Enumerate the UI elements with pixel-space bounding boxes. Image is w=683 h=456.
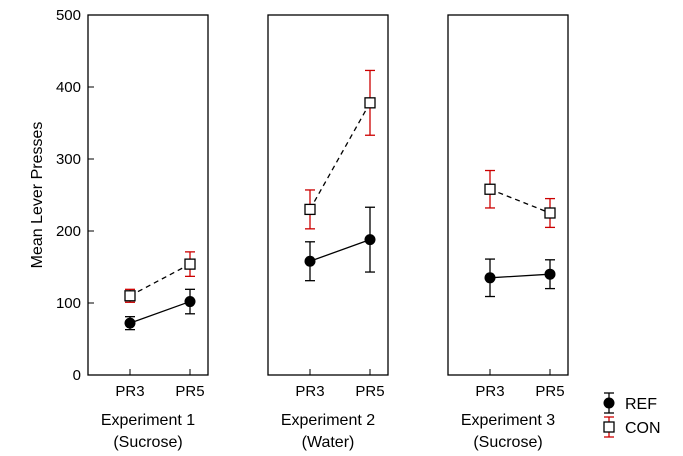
panel-frame (87, 14, 209, 376)
legend: REF CON (603, 392, 661, 438)
point-con (304, 203, 316, 216)
legend-item-con: CON (603, 416, 661, 438)
point-ref (304, 255, 316, 267)
point-con (124, 290, 136, 302)
panel-label: Experiment 1 (101, 412, 195, 429)
panel-label: Experiment 3 (461, 412, 555, 429)
point-ref (544, 268, 556, 280)
x-tick-label: PR5 (175, 383, 204, 400)
series-line-con (129, 263, 191, 297)
y-tick-label: 500 (56, 7, 81, 24)
x-tick-label: PR5 (355, 383, 384, 400)
legend-marker-ref (603, 397, 615, 409)
y-tick-label: 300 (56, 151, 81, 168)
y-tick-label: 200 (56, 223, 81, 240)
x-tick-label: PR3 (475, 383, 504, 400)
point-con (484, 183, 496, 195)
series-line-ref (129, 300, 191, 324)
series-line-con (309, 102, 371, 210)
legend-item-ref: REF (603, 392, 657, 414)
y-tick-label: 400 (56, 79, 81, 96)
y-tick-label: 100 (56, 295, 81, 312)
series-line-ref (489, 273, 551, 279)
panel-frame (447, 14, 569, 376)
series-line-con (489, 188, 551, 214)
x-tick-label: PR3 (115, 383, 144, 400)
panel-sublabel: (Sucrose) (113, 434, 182, 451)
panel-label: Experiment 2 (281, 412, 375, 429)
legend-marker-con (603, 421, 615, 433)
point-ref (124, 317, 136, 329)
panels: PR3 PR5 Experiment 1 (Sucrose) PR3 PR5 Experim… (87, 14, 569, 451)
legend-label: REF (625, 396, 657, 413)
point-con (364, 97, 376, 109)
point-con (184, 258, 196, 270)
panel-frame (267, 14, 389, 376)
y-axis-title: Mean Lever Presses (29, 122, 46, 269)
x-tick-label: PR3 (295, 383, 324, 400)
x-tick-label: PR5 (535, 383, 564, 400)
panel-sublabel: (Sucrose) (473, 434, 542, 451)
point-ref (184, 296, 196, 308)
legend-label: CON (625, 420, 661, 437)
point-con (544, 207, 556, 219)
series-line-ref (309, 239, 371, 262)
y-tick-label: 0 (73, 367, 81, 384)
panel-sublabel: (Water) (302, 434, 355, 451)
panel-1: PR3 PR5 Experiment 1 (Sucrose) (87, 14, 209, 451)
point-ref (484, 272, 496, 284)
panel-2: PR3 PR5 Experiment 2 (Water) (267, 14, 389, 451)
point-ref (364, 234, 376, 246)
panel-3: PR3 PR5 Experiment 3 (Sucrose) (447, 14, 569, 451)
